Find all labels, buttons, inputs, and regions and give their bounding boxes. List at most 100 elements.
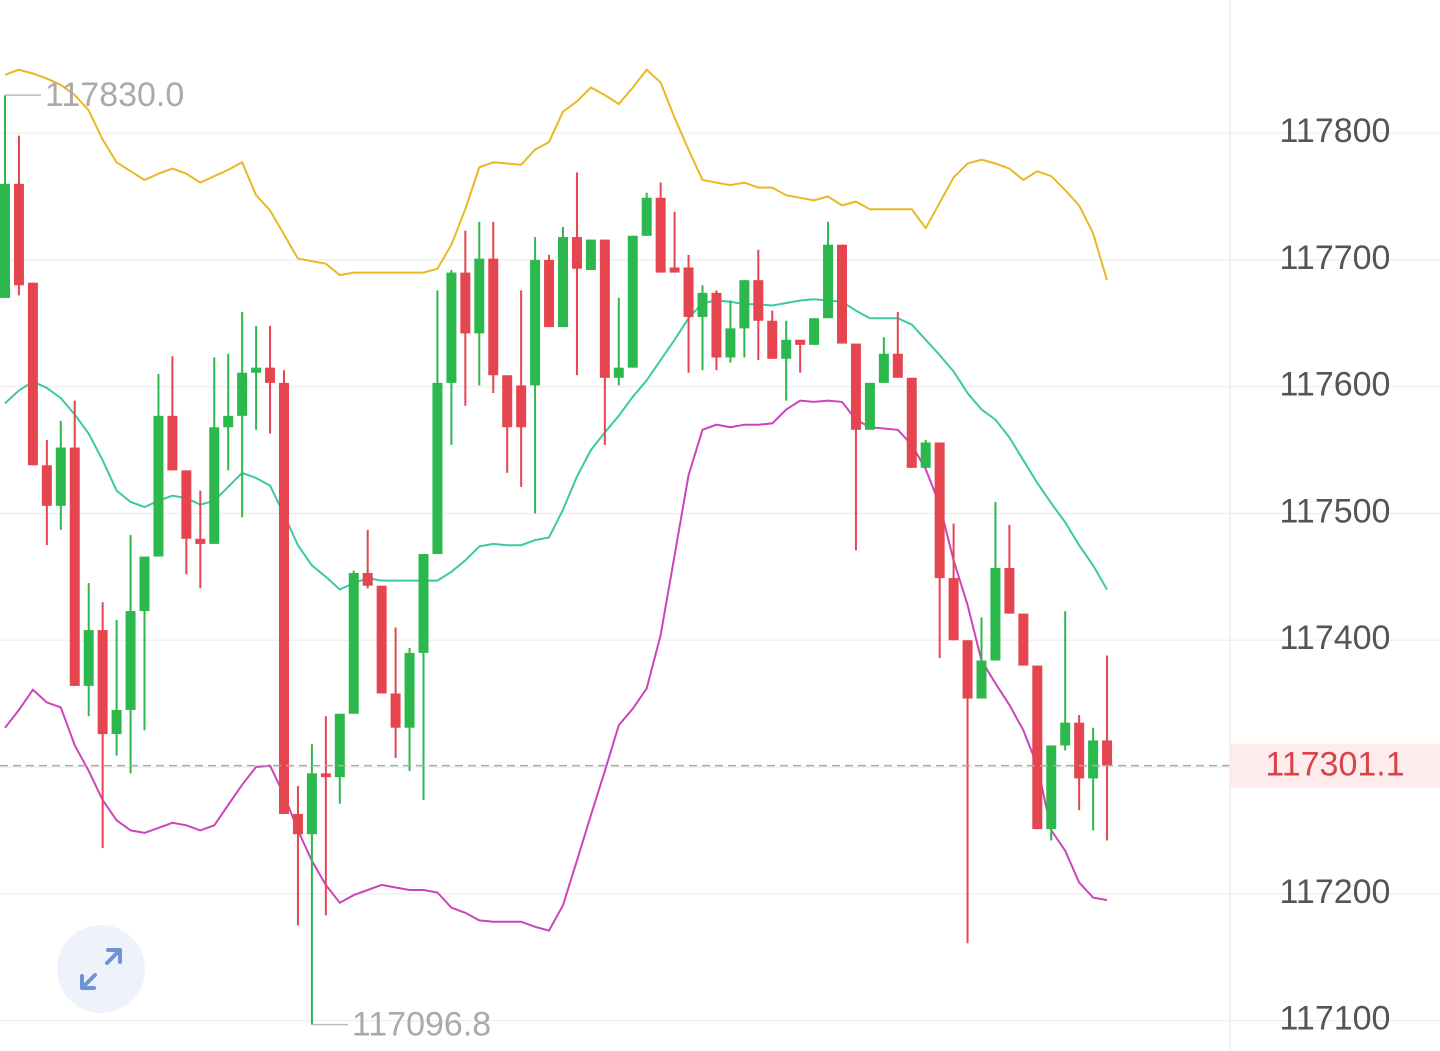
y-tick-label: 117500 [1280, 492, 1391, 530]
y-tick-label: 117700 [1280, 239, 1391, 277]
annotation-label: 117830.0 [45, 76, 184, 114]
candle-body [1032, 665, 1043, 830]
y-tick-label: 117400 [1280, 619, 1391, 657]
candle-body [878, 353, 889, 383]
candle-body [55, 447, 66, 506]
candle-body [223, 415, 234, 428]
candle-body [69, 447, 80, 686]
candle-body [209, 427, 220, 544]
candle-body [139, 556, 150, 612]
candle-body [474, 258, 485, 334]
candle-body [125, 611, 136, 710]
candle-body [892, 353, 903, 378]
candle-body [809, 318, 820, 345]
candle-body [1046, 745, 1057, 830]
y-tick-label: 117100 [1280, 1000, 1391, 1038]
candle-body [767, 320, 778, 359]
candle-body [251, 367, 262, 373]
candle-body [739, 280, 750, 329]
candle-body [432, 382, 443, 555]
candle-body [990, 567, 1001, 661]
candle-body [864, 382, 875, 430]
y-tick-label: 117600 [1280, 366, 1391, 404]
candle-body [111, 709, 122, 735]
candle-body [167, 415, 178, 471]
candle-body [83, 630, 94, 686]
candle-body [488, 258, 499, 376]
candle-body [1004, 567, 1015, 614]
candle-body [641, 197, 652, 236]
expand-button-bg[interactable] [57, 925, 145, 1013]
candle-body [334, 713, 345, 778]
candle-body [265, 367, 276, 383]
y-axis: 117100 117200 117400 117500 117600 117700 1178… [1230, 112, 1440, 1038]
candle-body [306, 773, 317, 835]
candle-body [683, 267, 694, 317]
candle-body [837, 244, 847, 344]
candle-body [544, 259, 555, 328]
candle-body [697, 292, 708, 317]
expand-button[interactable] [57, 925, 145, 1013]
candle-body [418, 554, 429, 653]
candles [0, 95, 1113, 1025]
candle-body [1074, 722, 1085, 779]
candle-body [41, 465, 52, 506]
candle-body [97, 630, 108, 735]
candle-body [460, 272, 471, 334]
candle-body [753, 280, 764, 321]
last-price-box [1230, 743, 1440, 788]
candle-body [558, 237, 568, 328]
candle-body [320, 773, 331, 778]
candle-body [348, 573, 359, 714]
candle-body [446, 272, 457, 383]
candle-body [934, 442, 945, 579]
last-price-label: 117301.1 [1265, 746, 1404, 784]
candle-body [585, 239, 596, 271]
candle-body [195, 538, 206, 544]
candle-body [962, 640, 973, 699]
candle-body [362, 573, 373, 586]
candle-body [906, 377, 917, 468]
candle-body [1088, 740, 1099, 779]
annotation-label: 117096.8 [352, 1006, 491, 1044]
candle-body [13, 183, 24, 286]
candle-body [655, 197, 666, 273]
candle-body [27, 282, 38, 466]
candle-body [725, 328, 736, 358]
candle-body [850, 343, 861, 430]
candle-body [530, 259, 541, 386]
candle-body [920, 442, 931, 468]
candle-body [0, 183, 10, 298]
candle-body [781, 339, 792, 359]
grid [0, 132, 1440, 1022]
candle-body [516, 385, 527, 428]
candle-body [404, 652, 415, 728]
candle-body [292, 813, 303, 835]
candle-body [153, 415, 164, 557]
candle-body [571, 237, 582, 269]
candle-body [599, 239, 610, 378]
candle-body [237, 372, 248, 416]
candle-body [627, 235, 638, 368]
candle-body [1102, 740, 1113, 766]
candle-body [795, 339, 806, 345]
candle-body [1060, 722, 1071, 746]
y-tick-label: 117800 [1280, 112, 1391, 150]
y-tick-label: 117200 [1280, 873, 1391, 911]
candle-body [502, 375, 513, 428]
candle-body [613, 367, 624, 378]
expand-icon[interactable] [80, 948, 122, 990]
candle-body [1018, 613, 1029, 666]
overlay: 117830.0 117096.8 [0, 76, 1230, 1044]
candle-body [976, 660, 987, 699]
candle-body [711, 292, 722, 358]
candle-body [279, 382, 289, 814]
candle-body [390, 693, 401, 728]
candle-body [181, 470, 192, 539]
candle-body [376, 585, 387, 694]
band-line [4, 68, 1108, 281]
candle-body [823, 244, 834, 319]
candle-body [948, 578, 959, 641]
